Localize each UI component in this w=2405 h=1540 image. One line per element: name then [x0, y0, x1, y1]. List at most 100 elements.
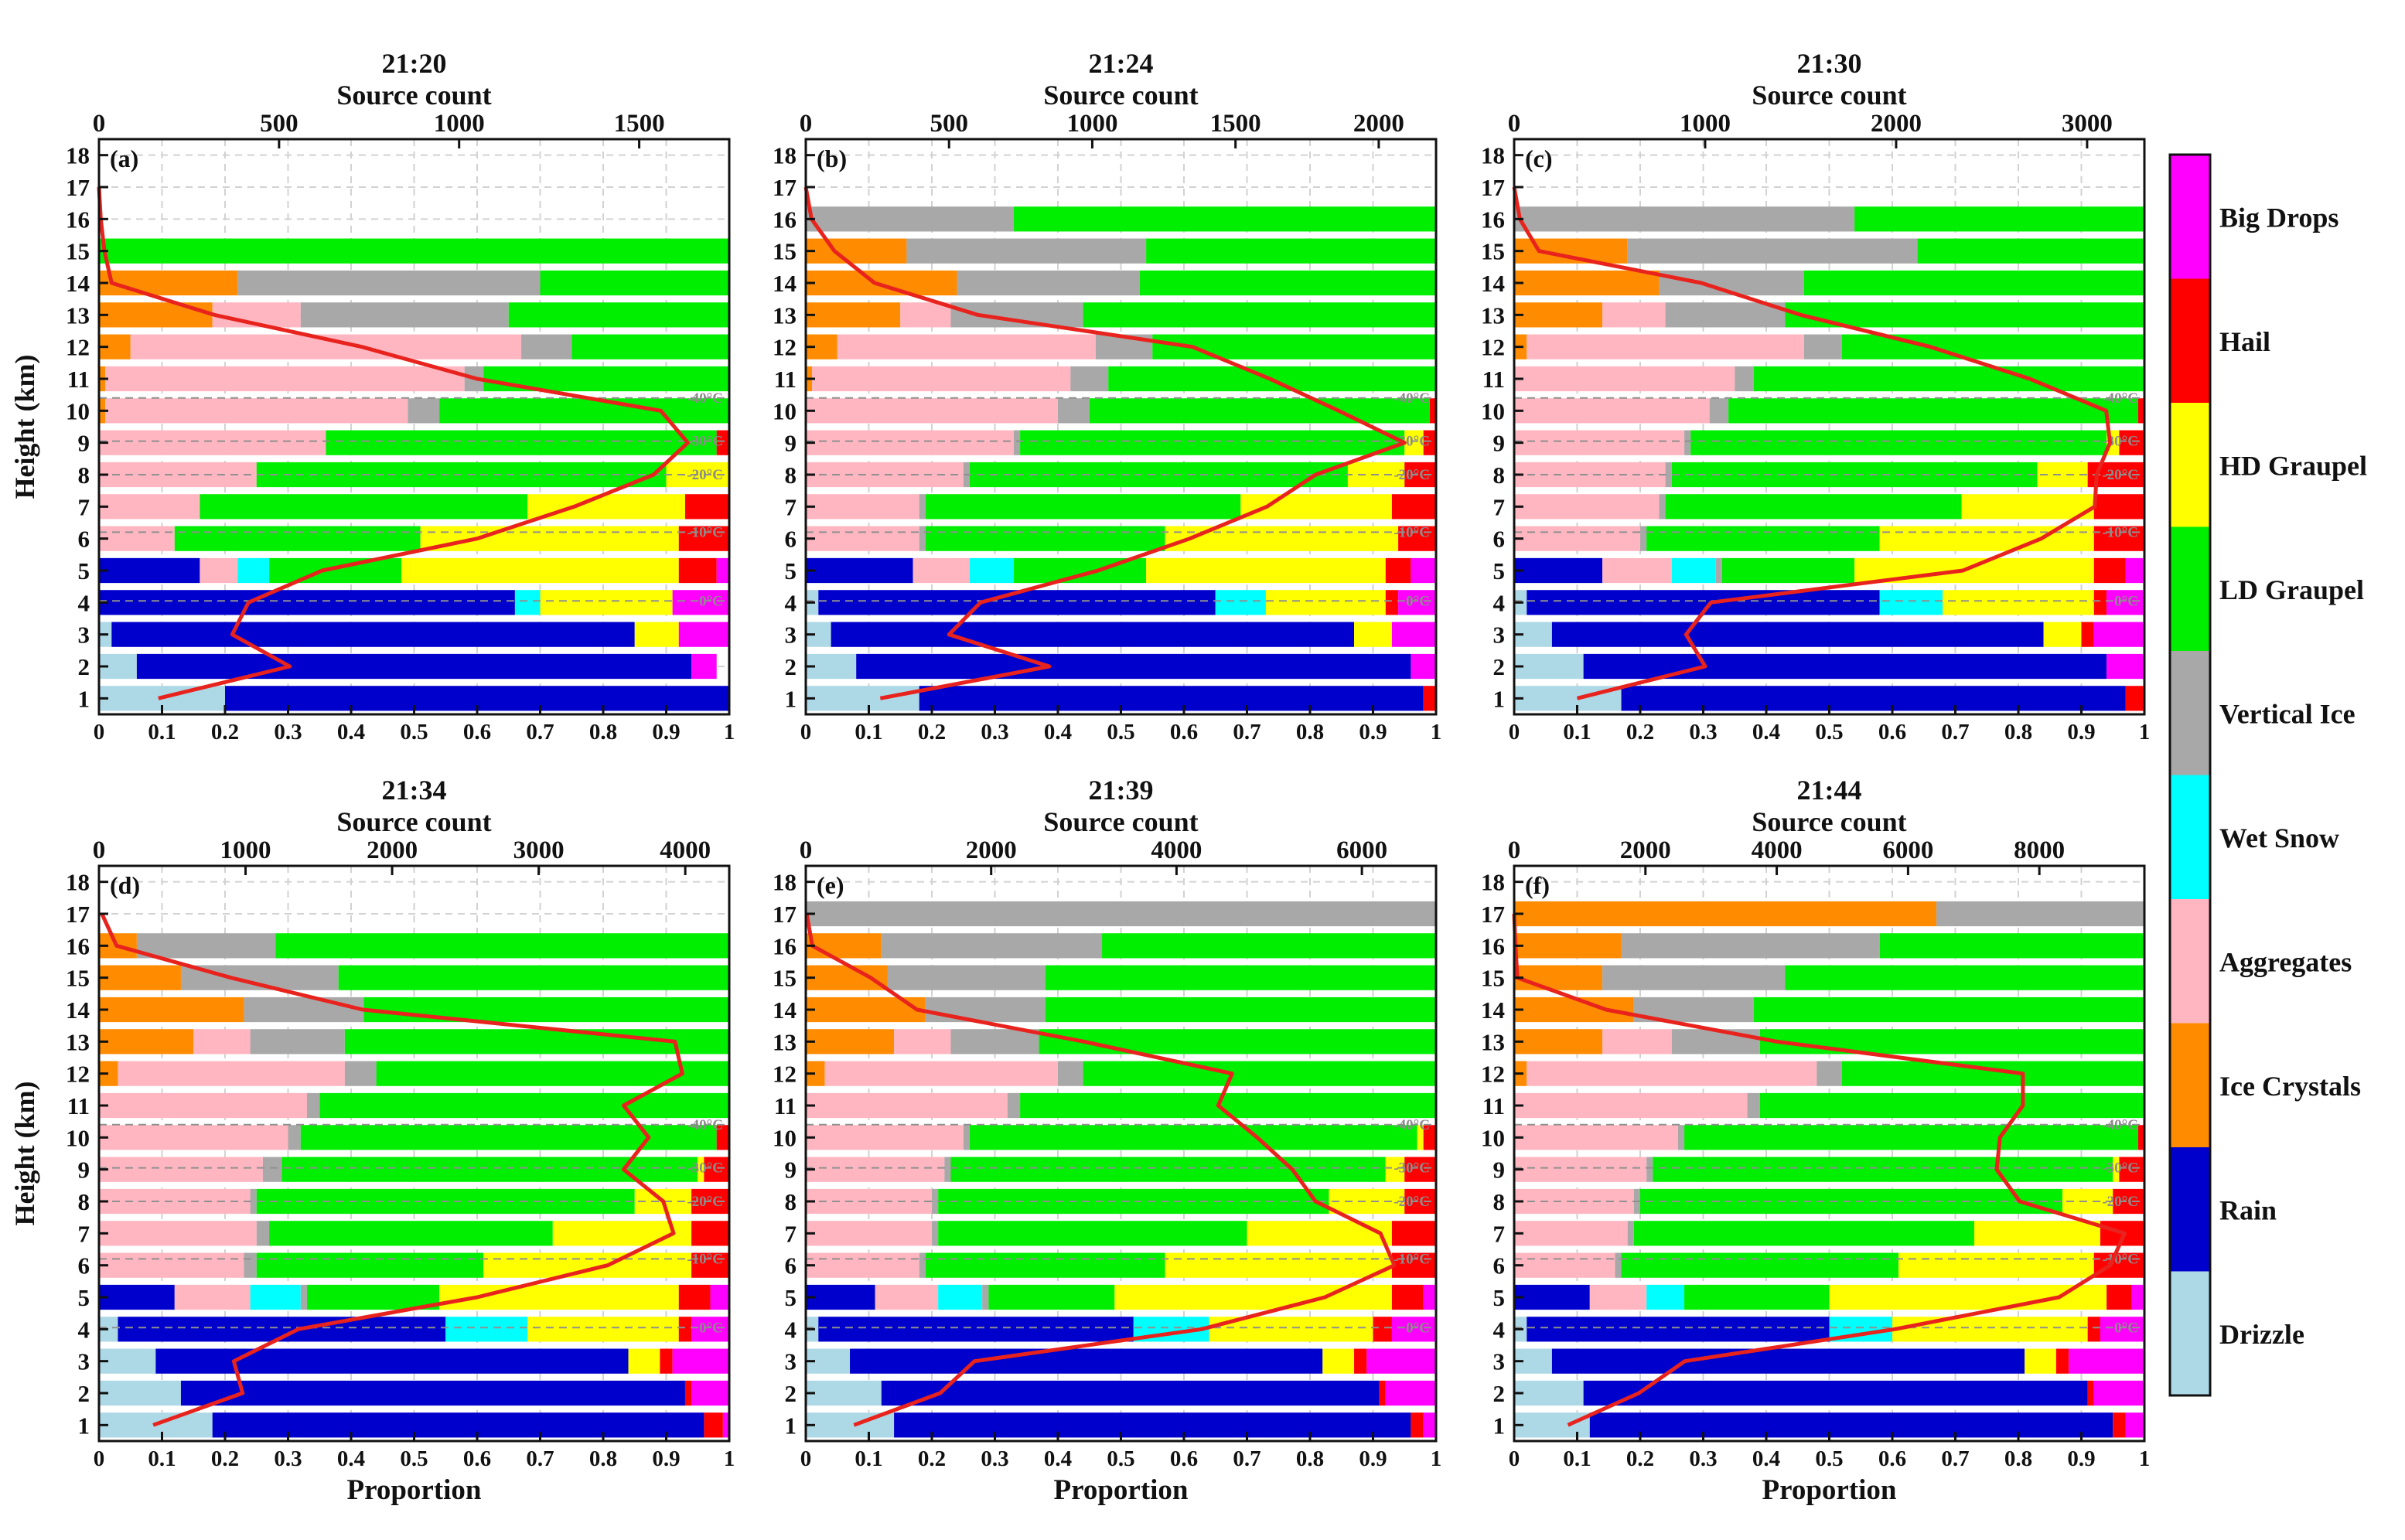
- legend-label: Drizzle: [2219, 1319, 2304, 1350]
- x-tick-label: 0.1: [855, 720, 882, 744]
- bar-segment-vertical-ice: [932, 1188, 939, 1215]
- top-tick-label: 1000: [220, 836, 271, 864]
- bar-segment-vertical-ice: [887, 965, 1046, 990]
- y-tick-label: 16: [1481, 206, 1505, 233]
- bar-segment-ld-graupel: [1045, 997, 1436, 1023]
- y-tick-label: 10: [1481, 1124, 1505, 1151]
- y-tick-label: 10: [66, 1124, 90, 1151]
- bar-segment-aggregates: [99, 462, 257, 488]
- y-tick-label: 8: [1493, 1188, 1506, 1215]
- bar-segment-ld-graupel: [540, 270, 729, 296]
- bar-segment-aggregates: [806, 1125, 964, 1150]
- y-tick-label: 7: [78, 1220, 90, 1247]
- bar-segment-hd-graupel: [2043, 622, 2082, 647]
- bar-segment-vertical-ice: [1735, 366, 1754, 392]
- panel-time: 21:44: [1797, 775, 1862, 806]
- y-tick-label: 11: [1482, 1092, 1505, 1119]
- x-tick-label: 0.3: [1689, 720, 1717, 744]
- bar-segment-hd-graupel: [1829, 1284, 2107, 1310]
- bar-segment-hail: [678, 526, 729, 551]
- bar-segment-hail: [2113, 1412, 2126, 1438]
- x-tick-label: 0.8: [2004, 1446, 2032, 1471]
- legend-label: Aggregates: [2219, 946, 2352, 977]
- bar-segment-ld-graupel: [1684, 1284, 1830, 1310]
- y-tick-label: 10: [773, 1124, 797, 1151]
- bar-segment-rain: [806, 1284, 875, 1310]
- bar-segment-ld-graupel: [256, 1252, 484, 1278]
- source-count-profile: [100, 912, 684, 1427]
- top-tick-label: 2000: [1871, 110, 1922, 138]
- bar-segment-ld-graupel: [925, 494, 1241, 520]
- bar-segment-rain: [919, 686, 1424, 711]
- bar-segment-big-drops: [2093, 622, 2144, 647]
- top-tick-label: 0: [800, 110, 813, 138]
- x-tick-label: 0.4: [1752, 720, 1780, 744]
- bar-segment-ld-graupel: [1146, 238, 1436, 264]
- y-tick-label: 18: [1481, 869, 1505, 896]
- bar-segment-big-drops: [1366, 1348, 1436, 1374]
- bar-segment-ld-graupel: [925, 1252, 1165, 1278]
- isotherm-label: 0°C: [699, 593, 723, 609]
- bar-segment-aggregates: [1514, 526, 1640, 551]
- y-tick-label: 18: [773, 869, 797, 896]
- bar-segment-ice-crystals: [99, 997, 244, 1023]
- isotherm-label: 0°C: [699, 1320, 723, 1336]
- isotherm-label: -30°C: [1394, 1160, 1430, 1177]
- y-tick-label: 10: [66, 397, 90, 424]
- x-tick-label: 0: [1509, 720, 1520, 744]
- bar-segment-hail: [2093, 526, 2144, 551]
- bar-segment-big-drops: [2125, 1412, 2144, 1438]
- x-tick-label: 0.5: [400, 720, 428, 744]
- x-tick-label: 0.8: [1296, 1446, 1324, 1471]
- bar-segment-aggregates: [1527, 334, 1804, 359]
- bar-segment-vertical-ice: [1602, 965, 1786, 990]
- bar-segment-big-drops: [672, 1348, 729, 1374]
- isotherm-label: -40°C: [1394, 1117, 1430, 1133]
- top-tick-label: 8000: [2014, 836, 2065, 864]
- bar-segment-aggregates: [806, 430, 1014, 455]
- bar-segment-big-drops: [722, 1412, 729, 1438]
- bar-segment-aggregates: [806, 1092, 1008, 1119]
- legend-swatch: [2170, 526, 2210, 651]
- y-tick-label: 14: [773, 997, 797, 1024]
- x-tick-label: 0.4: [1752, 1446, 1780, 1471]
- bar-segment-hail: [1411, 1412, 1424, 1438]
- x-tick-label: 0.6: [1170, 1446, 1198, 1471]
- bar-segment-hd-graupel: [1892, 1317, 2088, 1342]
- bar-segment-big-drops: [1391, 622, 1436, 647]
- y-tick-label: 9: [785, 430, 797, 457]
- isotherm-label: 0°C: [2114, 593, 2138, 609]
- x-tick-label: 0.7: [526, 1446, 554, 1471]
- top-tick-label: 0: [93, 836, 106, 864]
- x-tick-label: 0.7: [1233, 1446, 1260, 1471]
- y-tick-label: 14: [1481, 997, 1505, 1024]
- x-tick-label: 0.7: [1941, 1446, 1969, 1471]
- x-tick-label: 1: [724, 720, 735, 744]
- bar-segment-hd-graupel: [634, 622, 679, 647]
- y-tick-label: 12: [66, 334, 90, 361]
- bar-segment-aggregates: [900, 302, 951, 328]
- legend-swatch: [2170, 651, 2210, 775]
- bar-segment-ld-graupel: [1785, 302, 2144, 328]
- y-tick-label: 17: [66, 174, 90, 201]
- bar-segment-hd-graupel: [1114, 1284, 1392, 1310]
- bar-segment-ld-graupel: [1917, 238, 2144, 264]
- bar-segment-wet-snow: [250, 1284, 301, 1310]
- bar-segment-hd-graupel: [1247, 1221, 1392, 1246]
- y-tick-label: 17: [1481, 174, 1505, 201]
- y-tick-label: 4: [78, 1316, 90, 1343]
- legend-label: Rain: [2219, 1194, 2277, 1225]
- bar-segment-vertical-ice: [806, 206, 1014, 232]
- bar-segment-drizzle: [806, 686, 919, 711]
- panel-b: 0°C -10°C -20°C -30°C -40°C 0 0.1 0.2 0.3 0.4 0.5 0…: [773, 48, 1441, 744]
- bar-segment-hail: [2093, 1252, 2144, 1278]
- bar-segment-rain: [850, 1348, 1323, 1374]
- bar-segment-vertical-ice: [1058, 1061, 1083, 1086]
- bar-segment-ld-graupel: [1854, 206, 2144, 232]
- bar-segment-hd-graupel: [1165, 526, 1399, 551]
- top-tick-label: 0: [800, 836, 813, 864]
- y-tick-label: 5: [1493, 557, 1506, 584]
- bar-segment-ld-graupel: [1728, 398, 2138, 424]
- top-axis-title: Source count: [1043, 80, 1198, 111]
- bar-segment-ld-graupel: [99, 238, 729, 264]
